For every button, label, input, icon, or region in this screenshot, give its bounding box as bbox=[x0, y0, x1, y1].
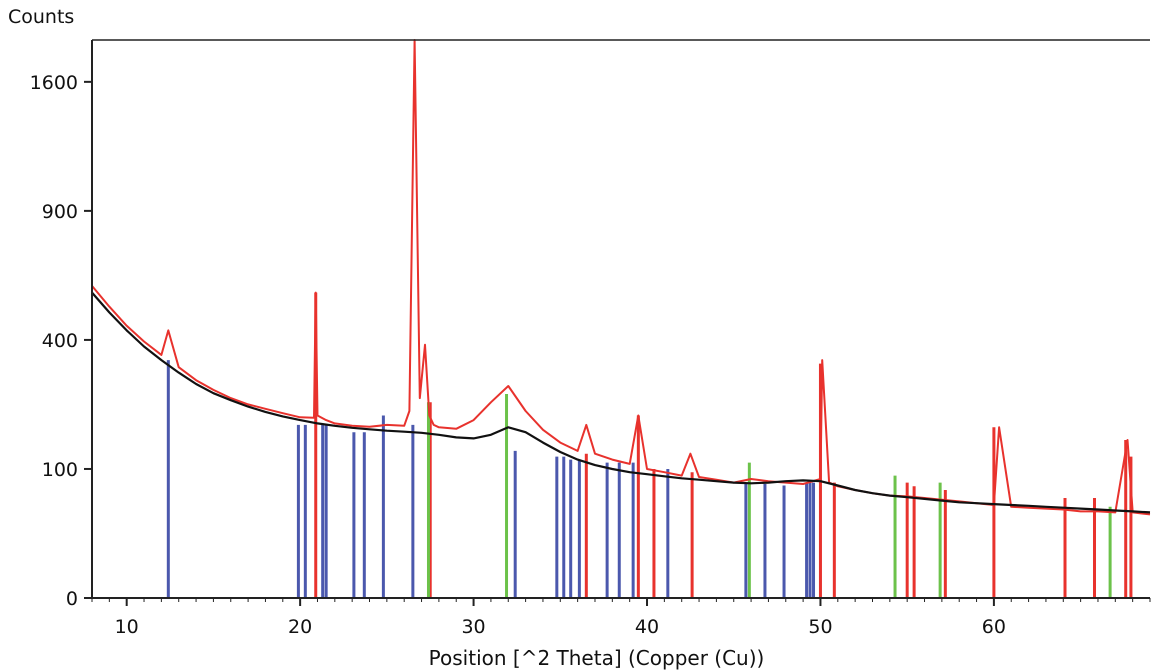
y-tick-label: 0 bbox=[66, 588, 78, 610]
series-line-observed bbox=[91, 39, 1151, 516]
x-tick-label: 50 bbox=[808, 616, 832, 638]
y-tick-label: 900 bbox=[42, 201, 78, 223]
reference-lines-group bbox=[166, 292, 1133, 598]
y-tick-label: 100 bbox=[42, 459, 78, 481]
y-axis-title: Counts bbox=[8, 6, 75, 28]
y-tick-label: 1600 bbox=[30, 72, 78, 94]
x-tick-label: 60 bbox=[982, 616, 1006, 638]
x-tick-label: 10 bbox=[115, 616, 139, 638]
x-tick-label: 30 bbox=[461, 616, 485, 638]
series-line-background bbox=[91, 291, 1151, 514]
y-tick-label: 400 bbox=[42, 330, 78, 352]
series-group bbox=[91, 39, 1151, 516]
x-tick-label: 40 bbox=[635, 616, 659, 638]
axes-group: 0 100 400 900 1600 10 20 30 40 50 60 bbox=[30, 39, 1151, 638]
x-tick-label: 20 bbox=[288, 616, 312, 638]
x-axis-title: Position [^2 Theta] (Copper (Cu)) bbox=[428, 646, 765, 670]
